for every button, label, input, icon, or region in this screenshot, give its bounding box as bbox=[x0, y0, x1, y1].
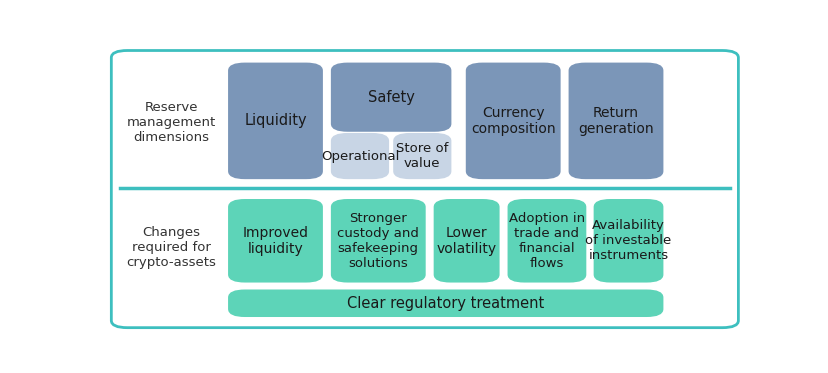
Text: Reserve
management
dimensions: Reserve management dimensions bbox=[127, 101, 215, 144]
FancyBboxPatch shape bbox=[508, 200, 585, 282]
Text: Clear regulatory treatment: Clear regulatory treatment bbox=[347, 296, 544, 311]
Text: Lower
volatility: Lower volatility bbox=[436, 226, 496, 256]
Text: Safety: Safety bbox=[368, 90, 414, 105]
Text: Adoption in
trade and
financial
flows: Adoption in trade and financial flows bbox=[508, 212, 585, 270]
FancyBboxPatch shape bbox=[331, 134, 388, 178]
Text: Improved
liquidity: Improved liquidity bbox=[243, 226, 308, 256]
FancyBboxPatch shape bbox=[393, 134, 450, 178]
Text: Availability
of investable
instruments: Availability of investable instruments bbox=[585, 219, 671, 262]
FancyBboxPatch shape bbox=[331, 63, 450, 131]
FancyBboxPatch shape bbox=[229, 200, 321, 282]
FancyBboxPatch shape bbox=[466, 63, 559, 178]
Text: Operational: Operational bbox=[320, 150, 398, 163]
Text: Changes
required for
crypto-assets: Changes required for crypto-assets bbox=[126, 226, 216, 269]
FancyBboxPatch shape bbox=[229, 290, 662, 316]
Text: Liquidity: Liquidity bbox=[244, 113, 306, 128]
FancyBboxPatch shape bbox=[594, 200, 662, 282]
Text: Return
generation: Return generation bbox=[577, 106, 653, 136]
Text: Currency
composition: Currency composition bbox=[470, 106, 555, 136]
FancyBboxPatch shape bbox=[569, 63, 662, 178]
FancyBboxPatch shape bbox=[111, 50, 738, 327]
FancyBboxPatch shape bbox=[331, 200, 424, 282]
FancyBboxPatch shape bbox=[434, 200, 498, 282]
FancyBboxPatch shape bbox=[229, 63, 321, 178]
Text: Stronger
custody and
safekeeping
solutions: Stronger custody and safekeeping solutio… bbox=[337, 212, 419, 270]
Text: Store of
value: Store of value bbox=[396, 142, 448, 170]
